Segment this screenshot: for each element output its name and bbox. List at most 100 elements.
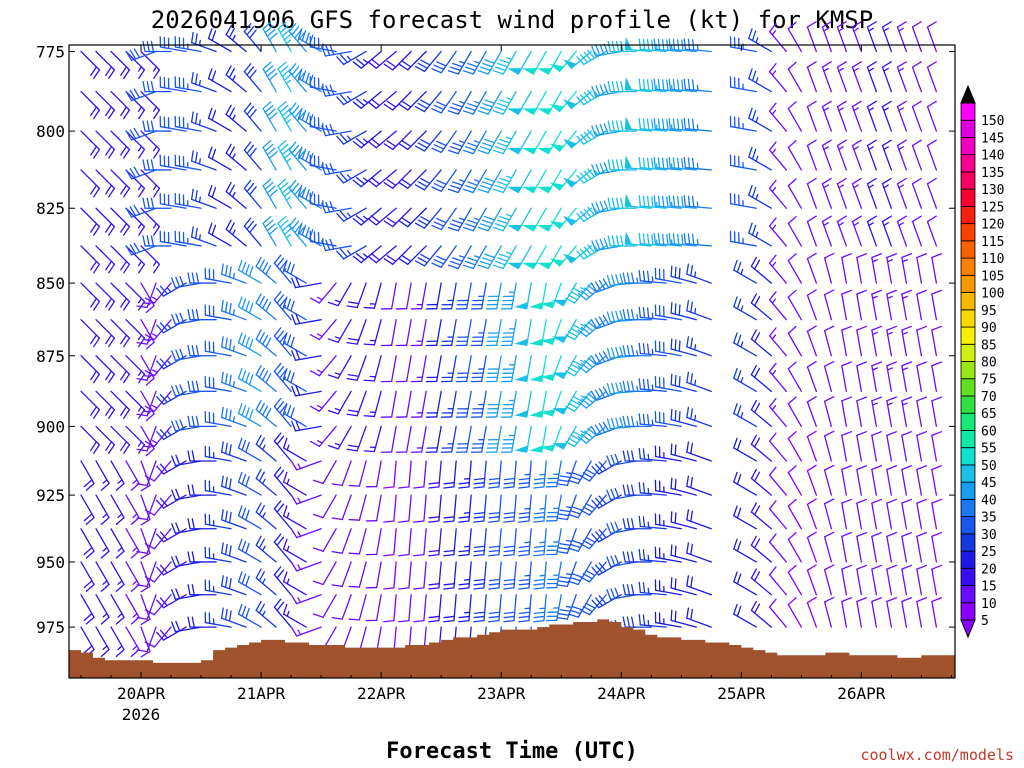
- barb-full-feather: [477, 149, 489, 155]
- barb-full-feather: [85, 616, 95, 625]
- barb-full-feather: [428, 520, 440, 523]
- barb-full-feather: [249, 29, 257, 39]
- barb-full-feather: [175, 313, 181, 325]
- wind-barb: [768, 500, 787, 530]
- barb-full-feather: [144, 370, 155, 377]
- barb-full-feather: [488, 583, 500, 586]
- wind-barb: [255, 293, 277, 321]
- barb-staff: [375, 561, 382, 589]
- barb-full-feather: [886, 564, 898, 570]
- barb-pennant: [537, 224, 553, 232]
- barb-full-feather: [631, 272, 635, 284]
- barb-half-feather: [463, 477, 471, 480]
- color-swatch: [960, 585, 976, 604]
- wind-barb: [255, 434, 277, 462]
- credit-link[interactable]: coolwx.com/models: [860, 746, 1014, 764]
- wind-barb: [624, 155, 652, 171]
- barb-full-feather: [473, 482, 485, 485]
- barb-full-feather: [175, 488, 181, 500]
- barb-full-feather: [156, 566, 165, 576]
- barb-full-feather: [249, 147, 257, 158]
- barb-full-feather: [414, 105, 426, 113]
- wind-barb: [901, 465, 913, 496]
- barb-full-feather: [599, 238, 605, 250]
- barb-full-feather: [447, 70, 459, 75]
- wind-barb: [886, 465, 898, 496]
- barb-full-feather: [401, 255, 412, 263]
- barb-full-feather: [642, 78, 646, 91]
- wind-barb: [579, 460, 607, 482]
- barb-full-feather: [670, 338, 673, 350]
- barb-full-feather: [125, 245, 133, 256]
- wind-barb: [787, 325, 802, 357]
- barb-staff: [841, 256, 848, 284]
- barb-full-feather: [414, 65, 426, 73]
- barb-staff: [823, 502, 832, 530]
- wind-barb: [686, 406, 712, 428]
- barb-full-feather: [291, 182, 300, 193]
- barb-full-feather: [620, 80, 624, 93]
- barb-full-feather: [383, 258, 394, 265]
- wind-barb: [458, 460, 472, 489]
- barb-full-feather: [594, 424, 602, 435]
- barb-full-feather: [576, 96, 585, 106]
- wind-barb: [806, 325, 817, 357]
- barb-full-feather: [449, 106, 461, 112]
- barb-full-feather: [245, 509, 250, 521]
- barb-half-feather: [838, 146, 844, 151]
- barb-half-feather: [823, 222, 829, 227]
- barb-half-feather: [198, 158, 201, 165]
- wind-barb: [110, 494, 125, 525]
- barb-full-feather: [417, 257, 428, 264]
- barb-full-feather: [856, 325, 867, 331]
- barb-staff: [390, 425, 397, 453]
- wind-barb: [654, 340, 682, 357]
- barb-full-feather: [733, 403, 738, 415]
- barb-full-feather: [290, 372, 295, 384]
- barb-full-feather: [279, 333, 287, 343]
- barb-full-feather: [243, 179, 252, 189]
- barb-staff: [423, 561, 427, 589]
- barb-half-feather: [647, 587, 650, 594]
- barb-full-feather: [806, 325, 817, 332]
- barb-full-feather: [926, 215, 937, 223]
- barb-full-feather: [228, 374, 232, 386]
- barb-full-feather: [443, 615, 455, 619]
- wind-barb: [733, 332, 757, 357]
- barb-full-feather: [576, 212, 585, 222]
- barb-full-feather: [447, 264, 459, 270]
- wind-barb: [477, 50, 502, 75]
- barb-full-feather: [175, 349, 181, 361]
- barb-full-feather: [631, 380, 635, 392]
- barb-full-feather: [806, 215, 817, 223]
- barb-full-feather: [570, 363, 581, 370]
- barb-full-feather: [594, 497, 604, 507]
- barb-full-feather: [494, 260, 506, 266]
- barb-staff: [375, 494, 382, 522]
- barb-full-feather: [288, 22, 297, 33]
- barb-full-feather: [603, 200, 609, 212]
- wind-barb: [243, 141, 262, 171]
- barb-full-feather: [901, 498, 913, 504]
- wind-barb: [380, 425, 397, 453]
- barb-half-feather: [363, 58, 369, 64]
- barb-half-feather: [463, 545, 471, 548]
- barb-full-feather: [279, 65, 289, 74]
- barb-half-feather: [886, 402, 893, 406]
- barb-staff: [146, 528, 157, 554]
- barb-pennant: [549, 104, 565, 113]
- barb-half-feather: [137, 145, 143, 152]
- barb-half-feather: [132, 513, 138, 518]
- barb-full-feather: [93, 225, 101, 236]
- barb-staff: [823, 536, 832, 563]
- barb-full-feather: [622, 272, 626, 284]
- barb-full-feather: [255, 535, 262, 546]
- barb-full-feather: [484, 99, 496, 104]
- barb-half-feather: [363, 99, 369, 104]
- barb-pennant: [514, 338, 529, 347]
- barb-full-feather: [585, 503, 596, 510]
- wind-barb: [413, 494, 427, 523]
- barb-full-feather: [255, 600, 262, 612]
- wind-barb: [750, 365, 772, 392]
- wind-barb: [841, 531, 852, 563]
